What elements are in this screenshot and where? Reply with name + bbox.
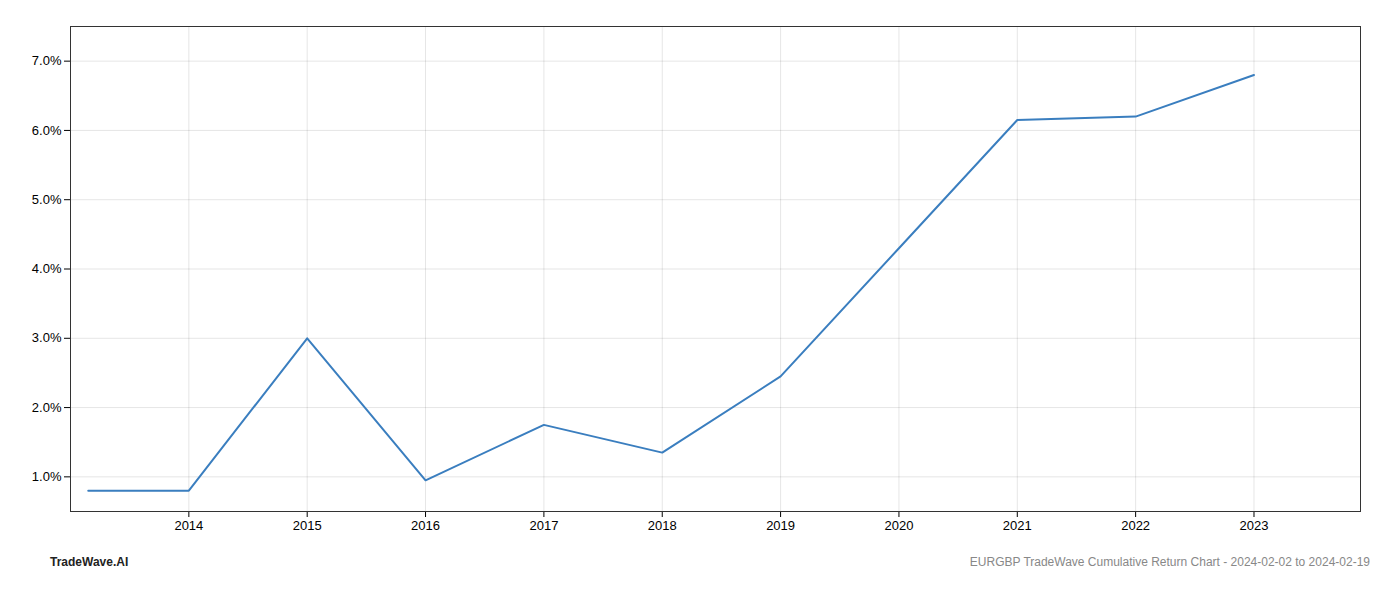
svg-text:2014: 2014 xyxy=(174,518,203,533)
svg-text:7.0%: 7.0% xyxy=(32,53,62,68)
svg-text:2023: 2023 xyxy=(1240,518,1269,533)
svg-text:2016: 2016 xyxy=(411,518,440,533)
svg-text:3.0%: 3.0% xyxy=(32,330,62,345)
html-text:EURGBP TradeWave Cumulative Re: EURGBP TradeWave Cumulative Return Chart… xyxy=(969,555,1370,569)
html-text:TradeWave.AI: TradeWave.AI xyxy=(50,555,129,569)
svg-text:2020: 2020 xyxy=(884,518,913,533)
svg-text:2022: 2022 xyxy=(1121,518,1150,533)
svg-text:2021: 2021 xyxy=(1003,518,1032,533)
svg-text:5.0%: 5.0% xyxy=(32,192,62,207)
svg-text:1.0%: 1.0% xyxy=(32,469,62,484)
svg-text:2017: 2017 xyxy=(529,518,558,533)
svg-text:4.0%: 4.0% xyxy=(32,261,62,276)
svg-text:2019: 2019 xyxy=(766,518,795,533)
svg-text:6.0%: 6.0% xyxy=(32,123,62,138)
svg-text:2018: 2018 xyxy=(648,518,677,533)
svg-text:2.0%: 2.0% xyxy=(32,400,62,415)
svg-text:2015: 2015 xyxy=(293,518,322,533)
